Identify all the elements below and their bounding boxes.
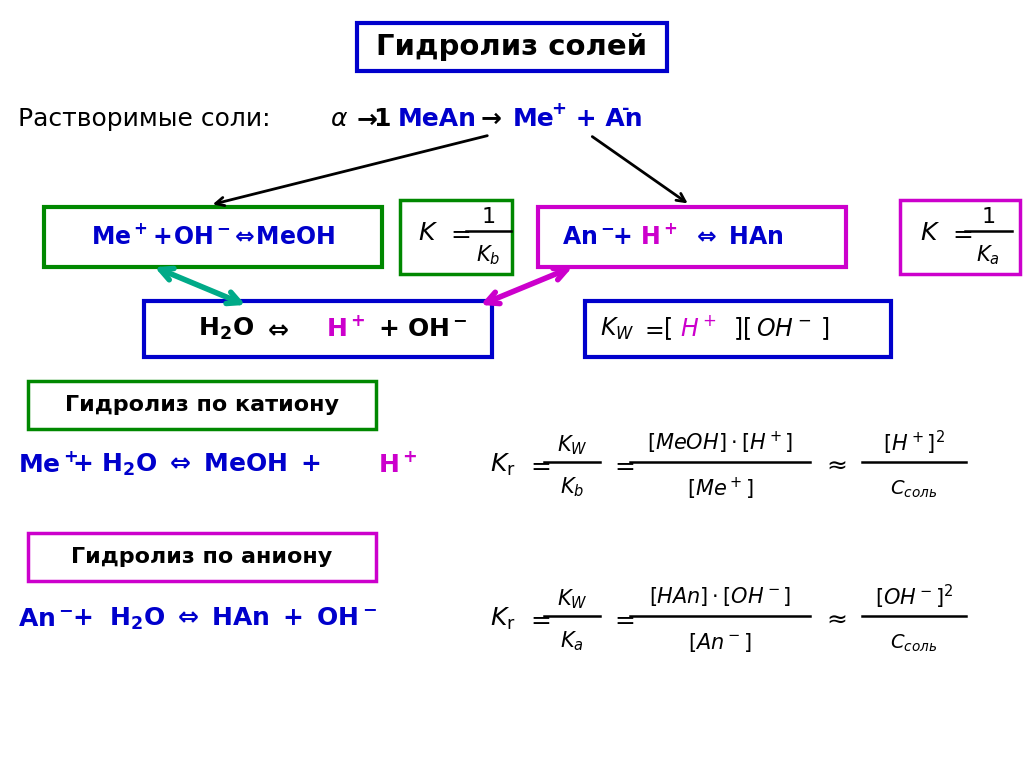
Text: $=$: $=$	[526, 453, 551, 477]
Text: $]$: $]$	[820, 315, 829, 342]
Text: + An: + An	[567, 107, 643, 131]
FancyBboxPatch shape	[28, 381, 376, 429]
Text: $\mathbf{H^+}$: $\mathbf{H^+}$	[326, 317, 366, 341]
FancyBboxPatch shape	[585, 301, 891, 357]
Text: Me: Me	[513, 107, 555, 131]
Text: $\mathbf{\rightarrow}$: $\mathbf{\rightarrow}$	[468, 107, 509, 131]
Text: $[HAn]\cdot[OH^-]$: $[HAn]\cdot[OH^-]$	[649, 585, 792, 608]
Text: $\mathbf{+\ H_2O\ \Leftrightarrow\ MeOH\ +}$: $\mathbf{+\ H_2O\ \Leftrightarrow\ MeOH\…	[72, 452, 321, 478]
Text: $1$: $1$	[981, 207, 995, 227]
Text: $=$: $=$	[610, 607, 635, 631]
Text: $H^+$: $H^+$	[680, 317, 717, 341]
Text: $\mathbf{Me^+\!+\!OH^-\!\Leftrightarrow\!MeOH}$: $\mathbf{Me^+\!+\!OH^-\!\Leftrightarrow\…	[91, 225, 335, 249]
Text: 1: 1	[374, 107, 400, 131]
Text: $=$: $=$	[948, 221, 973, 245]
Text: $\mathbf{+\ \ H_2O\ \Leftrightarrow\ HAn\ +\ OH^-}$: $\mathbf{+\ \ H_2O\ \Leftrightarrow\ HAn…	[72, 606, 377, 632]
FancyBboxPatch shape	[538, 207, 846, 267]
Text: $K$: $K$	[418, 221, 438, 245]
Text: $\approx$: $\approx$	[822, 453, 847, 477]
Text: $C_{\mathit{соль}}$: $C_{\mathit{соль}}$	[891, 632, 938, 653]
FancyBboxPatch shape	[357, 23, 667, 71]
Text: $=$: $=$	[610, 453, 635, 477]
Text: $[MeOH]\cdot[H^+]$: $[MeOH]\cdot[H^+]$	[647, 430, 794, 456]
Text: $K_W$: $K_W$	[557, 433, 588, 457]
Text: MeAn: MeAn	[398, 107, 477, 131]
Text: $\alpha$: $\alpha$	[330, 107, 348, 131]
Text: $\mathbf{H^+}$: $\mathbf{H^+}$	[640, 225, 677, 249]
Text: $K_a$: $K_a$	[560, 629, 584, 653]
Text: $K$: $K$	[920, 221, 940, 245]
Text: $K_a$: $K_a$	[976, 243, 999, 267]
Text: $\mathbf{+\ }$: $\mathbf{+\ }$	[612, 225, 631, 249]
FancyBboxPatch shape	[28, 533, 376, 581]
Text: $K_W$: $K_W$	[557, 588, 588, 611]
Text: $\mathbf{H^+}$: $\mathbf{H^+}$	[378, 453, 418, 478]
Text: $\mathbf{\Leftrightarrow}$: $\mathbf{\Leftrightarrow}$	[263, 317, 290, 341]
Text: $C_{\mathit{соль}}$: $C_{\mathit{соль}}$	[891, 479, 938, 499]
Text: $K_\mathrm{r}$: $K_\mathrm{r}$	[490, 452, 516, 478]
Text: $][$: $][$	[733, 315, 751, 342]
Text: $[Me^+]$: $[Me^+]$	[686, 476, 754, 502]
Text: $\mathbf{Me^+}$: $\mathbf{Me^+}$	[18, 453, 79, 478]
Text: $[H^+]^2$: $[H^+]^2$	[883, 429, 945, 457]
Text: $OH^-$: $OH^-$	[756, 317, 811, 341]
Text: $\mathbf{\rightarrow}$: $\mathbf{\rightarrow}$	[352, 107, 379, 131]
Text: Гидролиз солей: Гидролиз солей	[377, 33, 647, 61]
Text: $\mathbf{An^-}$: $\mathbf{An^-}$	[18, 607, 74, 631]
Text: $K_b$: $K_b$	[476, 243, 500, 267]
FancyBboxPatch shape	[144, 301, 492, 357]
Text: $[$: $[$	[663, 315, 672, 342]
Text: $1$: $1$	[481, 207, 495, 227]
Text: -: -	[622, 100, 630, 118]
FancyBboxPatch shape	[900, 200, 1020, 274]
Text: $=$: $=$	[446, 221, 471, 245]
Text: $K_b$: $K_b$	[560, 476, 584, 499]
Text: $K_\mathrm{r}$: $K_\mathrm{r}$	[490, 606, 516, 632]
Text: +: +	[551, 100, 566, 118]
Text: $=$: $=$	[526, 607, 551, 631]
Text: Гидролиз по аниону: Гидролиз по аниону	[72, 547, 333, 567]
Text: $\approx$: $\approx$	[822, 607, 847, 631]
FancyBboxPatch shape	[44, 207, 382, 267]
Text: $[An^-]$: $[An^-]$	[688, 631, 752, 654]
Text: $=$: $=$	[640, 317, 664, 341]
Text: $\mathbf{An^-}$: $\mathbf{An^-}$	[562, 225, 614, 249]
Text: $K_W$: $K_W$	[600, 316, 634, 342]
FancyBboxPatch shape	[400, 200, 512, 274]
Text: Гидролиз по катиону: Гидролиз по катиону	[65, 395, 339, 415]
Text: $[OH^-]^2$: $[OH^-]^2$	[874, 583, 953, 611]
Text: $\mathbf{+\ OH^-}$: $\mathbf{+\ OH^-}$	[378, 317, 468, 341]
Text: Растворимые соли:: Растворимые соли:	[18, 107, 279, 131]
Text: $\mathbf{H_2O}$: $\mathbf{H_2O}$	[198, 316, 254, 342]
Text: $\mathbf{\Leftrightarrow\ HAn}$: $\mathbf{\Leftrightarrow\ HAn}$	[692, 225, 783, 249]
